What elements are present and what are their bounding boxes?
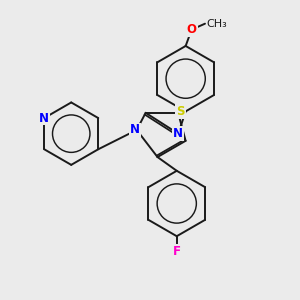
Text: N: N [39,112,49,124]
Text: S: S [176,105,185,118]
Text: O: O [187,23,196,36]
Text: N: N [173,127,183,140]
Text: F: F [173,244,181,258]
Text: CH₃: CH₃ [206,19,227,29]
Text: N: N [130,124,140,136]
